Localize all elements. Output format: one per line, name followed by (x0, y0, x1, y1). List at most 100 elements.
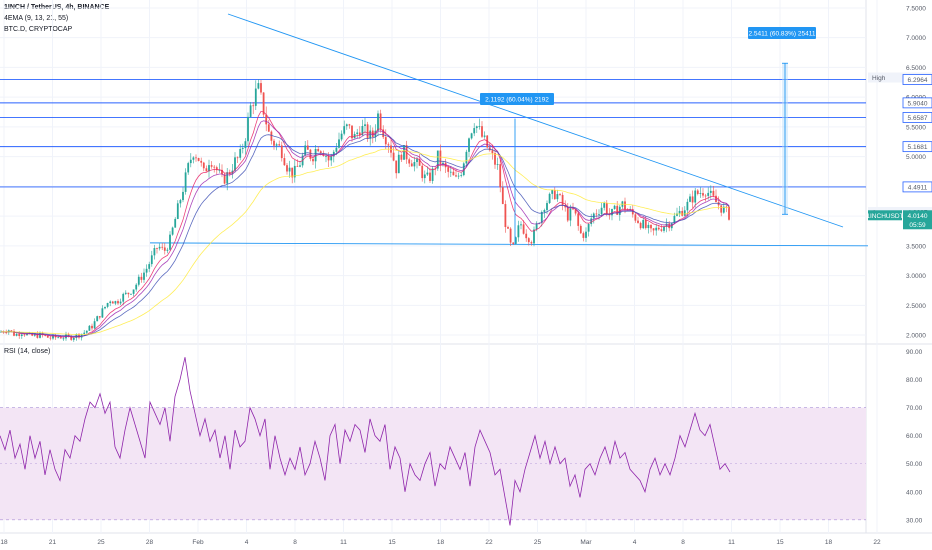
level-price-text: 5.1681 (908, 144, 928, 151)
candle-body (20, 334, 23, 336)
candle-body (59, 337, 62, 339)
last-price-text: 05:59 (909, 222, 926, 229)
support-trendline[interactable] (149, 242, 869, 247)
candle-body (725, 206, 728, 208)
candle-body (72, 337, 75, 340)
candle-body (488, 147, 491, 151)
candle-body (286, 165, 288, 172)
candle-body (106, 303, 109, 307)
candle-body (67, 334, 70, 336)
candle-body (377, 113, 379, 131)
candle-body (244, 141, 247, 149)
candle-body (293, 165, 296, 178)
level-price-tag (902, 97, 932, 109)
candle-body (590, 218, 593, 225)
x-tick-label: 18 (437, 539, 445, 546)
candle-body (182, 191, 184, 201)
candle-body (161, 246, 164, 248)
candle-body (343, 126, 346, 134)
candle-body (260, 83, 262, 93)
candle-body (384, 137, 387, 145)
candle-body (330, 156, 333, 161)
candle-body (109, 301, 112, 304)
candle-body (504, 204, 507, 228)
candle-body (145, 268, 148, 273)
candle-body (158, 246, 161, 249)
y-tick-label: 7.0000 (906, 35, 926, 42)
candle-body (642, 219, 645, 229)
candle-body (392, 152, 395, 161)
candle-body (364, 124, 366, 127)
candle-body (598, 214, 600, 215)
candle-body (187, 163, 190, 173)
descending-trendline[interactable] (227, 13, 844, 228)
rsi-legend[interactable]: RSI (14, close) (4, 348, 51, 355)
x-tick-label: 22 (485, 539, 493, 546)
measure-label-1[interactable] (480, 93, 554, 105)
candle-body (96, 316, 99, 322)
candle-body (213, 166, 216, 168)
candle-body (91, 325, 93, 329)
candle-body (668, 223, 671, 229)
candle-body (148, 264, 151, 269)
candle-body (325, 155, 327, 157)
candle-body (111, 301, 114, 304)
candle-body (137, 276, 140, 285)
x-tick-label: 8 (293, 539, 297, 546)
candle-body (218, 169, 221, 171)
ema-legend[interactable]: 4EMA (9, 13, 21, 55) (4, 15, 69, 22)
rsi-tick-label: 80.00 (906, 377, 923, 384)
candle-body (62, 338, 65, 340)
candle-body (387, 144, 390, 146)
candle-body (49, 337, 52, 339)
candle-body (176, 203, 179, 219)
candle-body (525, 233, 528, 239)
candle-body (527, 238, 530, 243)
candle-body (283, 158, 286, 166)
candle-body (135, 284, 138, 290)
candle-body (140, 276, 143, 280)
level-price-text: 5.6587 (908, 115, 928, 122)
candle-body (208, 165, 210, 172)
candle-body (156, 248, 158, 249)
candle-body (702, 193, 704, 196)
candle-body (124, 292, 127, 294)
candle-body (101, 308, 104, 318)
candle-body (722, 206, 725, 213)
candle-body (179, 200, 182, 204)
candle-body (603, 203, 606, 208)
candle-body (647, 224, 650, 229)
y-tick-label: 2.0000 (906, 333, 926, 340)
candle-body (478, 126, 481, 127)
candle-body (639, 222, 642, 229)
y-tick-label: 3.5000 (906, 243, 926, 250)
candle-body (572, 208, 574, 210)
candle-body (533, 229, 535, 244)
rsi-tick-label: 50.00 (906, 461, 923, 468)
candle-body (611, 208, 613, 216)
y-tick-label: 5.5000 (906, 124, 926, 131)
candle-body (530, 242, 533, 244)
candle-body (88, 325, 91, 331)
candle-body (514, 237, 517, 244)
candle-body (306, 145, 309, 150)
measure-label-2[interactable] (748, 27, 816, 39)
candle-body (509, 228, 512, 243)
candle-body (421, 165, 424, 179)
candle-body (174, 218, 177, 228)
candle-body (189, 159, 192, 164)
candle-body (397, 154, 400, 174)
candle-body (613, 205, 616, 209)
compare-legend[interactable]: BTC.D, CRYPTOCAP (4, 26, 73, 33)
x-tick-label: 22 (873, 539, 881, 546)
candle-body (249, 105, 252, 117)
candle-body (312, 158, 314, 162)
rsi-tick-label: 90.00 (906, 349, 923, 356)
rsi-tick-label: 70.00 (906, 405, 923, 412)
ema-21-line (1, 134, 730, 337)
candle-body (686, 201, 689, 211)
candle-body (288, 167, 291, 172)
candle-body (93, 321, 96, 329)
candle-body (457, 175, 460, 177)
